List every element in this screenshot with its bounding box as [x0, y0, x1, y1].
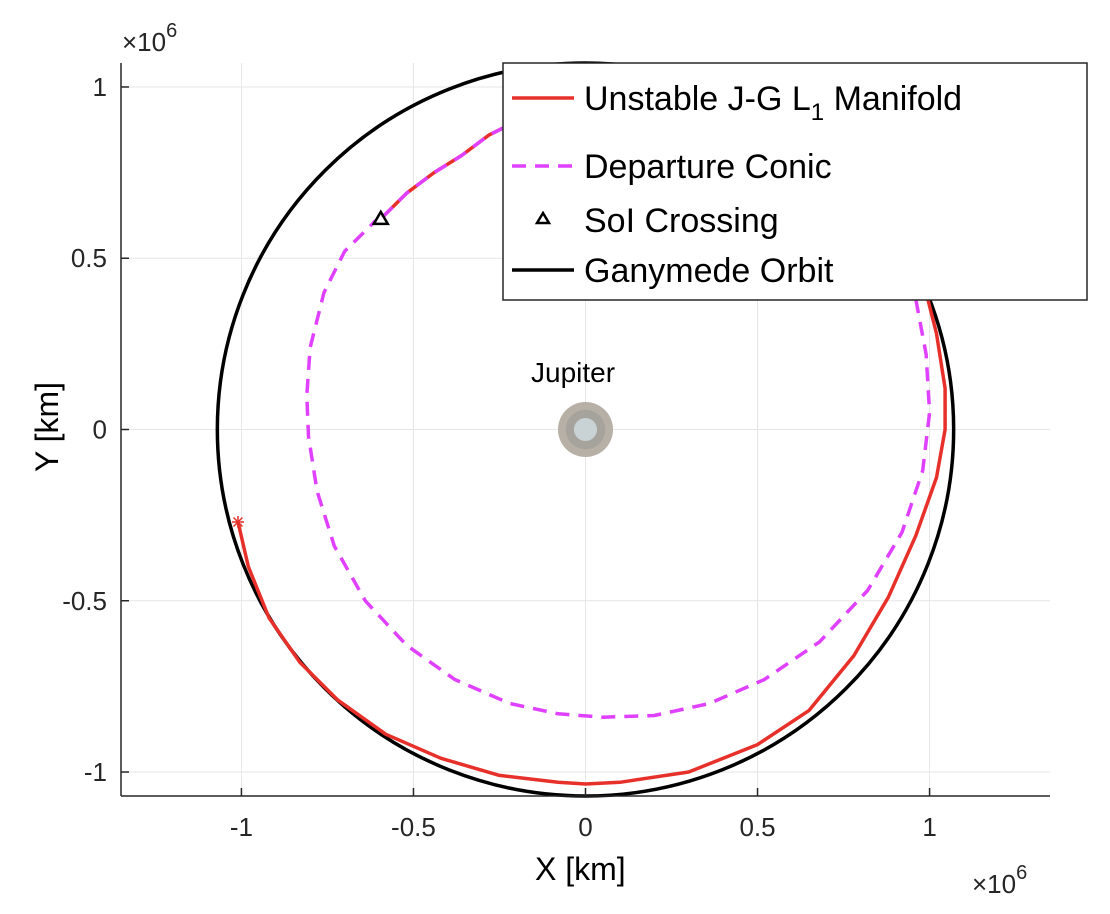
y-tick-label: 0.5 [71, 243, 107, 273]
series-departure-conic [381, 123, 511, 219]
series-departure-conic [305, 219, 932, 719]
legend: Unstable J-G L1 Manifold Departure Conic… [502, 62, 1088, 301]
legend-label-manifold: Unstable J-G L1 Manifold [584, 80, 962, 126]
y-axis-label: Y [km] [29, 382, 65, 472]
x-axis-label: X [km] [535, 851, 626, 887]
legend-label-soi: SoI Crossing [584, 202, 779, 240]
tick-labels: -1 -0.5 0 0.5 1 -1 -0.5 0 0.5 1 [62, 72, 937, 842]
x-exponent-label: ×106 [972, 862, 1027, 899]
legend-box [502, 62, 1088, 301]
x-tick-label: 0.5 [739, 812, 775, 842]
series-unstable-manifold [381, 123, 511, 219]
legend-label-ganymede: Ganymede Orbit [584, 252, 834, 290]
y-tick-label: 0 [93, 415, 107, 445]
x-tick-label: 0 [578, 812, 592, 842]
jupiter-annotation: Jupiter [531, 357, 615, 388]
manifold-start-marker [231, 515, 244, 528]
jupiter-core [573, 417, 598, 442]
legend-label-conic: Departure Conic [584, 148, 832, 186]
y-tick-label: 1 [93, 72, 107, 102]
series-unstable-manifold [236, 257, 947, 786]
soi-crossing-marker [371, 209, 390, 226]
x-tick-label: 1 [922, 812, 936, 842]
x-tick-label: -1 [230, 812, 253, 842]
y-tick-label: -1 [84, 757, 107, 787]
x-tick-label: -0.5 [391, 812, 436, 842]
legend-swatch-soi [534, 210, 552, 225]
y-exponent-label: ×106 [122, 20, 177, 57]
asterisk-stroke [232, 516, 244, 528]
y-tick-label: -0.5 [62, 586, 107, 616]
jupiter-marker [557, 401, 614, 458]
axes-frame [120, 63, 1050, 797]
